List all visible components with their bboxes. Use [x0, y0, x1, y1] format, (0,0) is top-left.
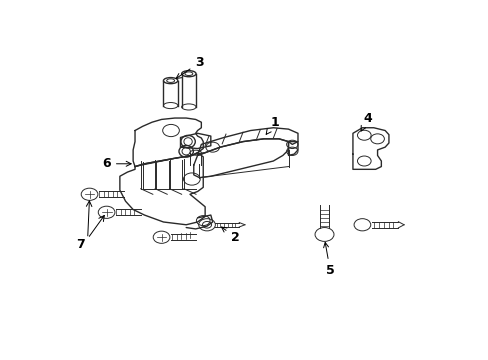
Text: 2: 2 [221, 227, 239, 244]
Text: 7: 7 [76, 238, 84, 251]
Text: 5: 5 [323, 242, 334, 277]
Text: 1: 1 [265, 116, 279, 134]
Text: 4: 4 [360, 112, 372, 131]
Text: 3: 3 [176, 56, 203, 78]
Text: 6: 6 [102, 157, 131, 170]
